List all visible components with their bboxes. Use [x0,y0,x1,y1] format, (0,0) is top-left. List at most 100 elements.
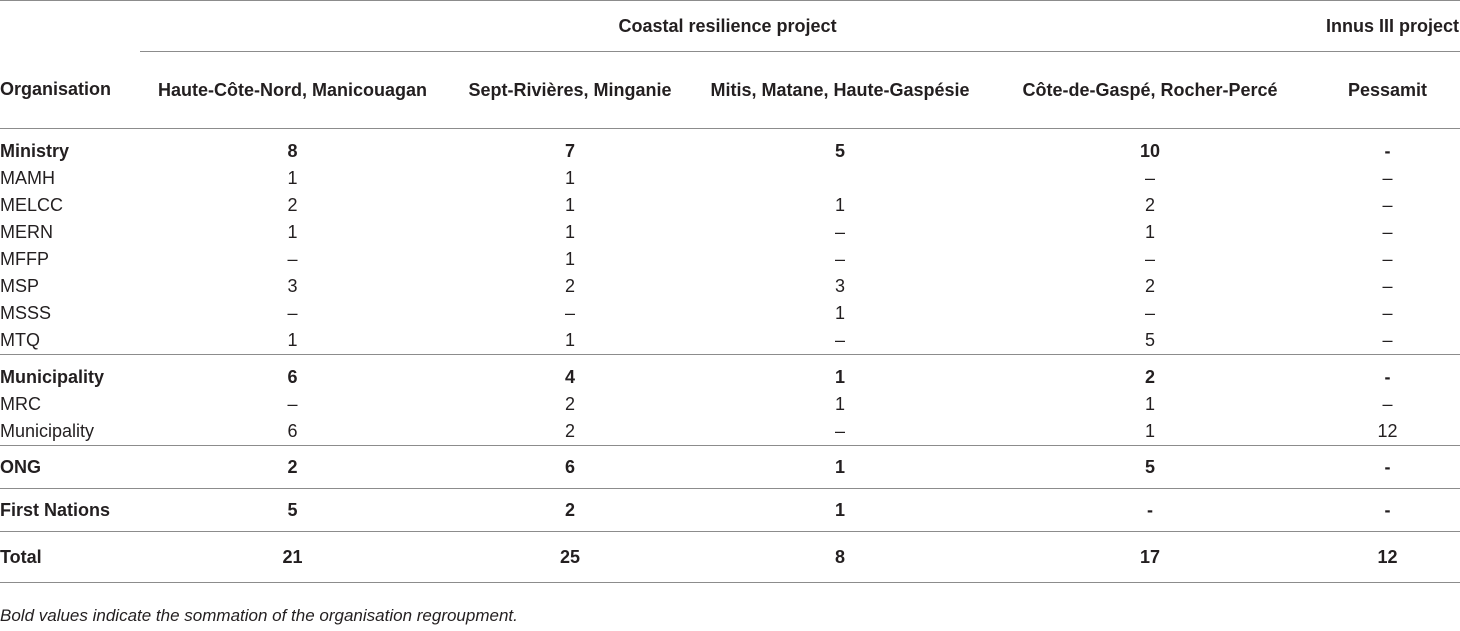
cell-value: - [985,488,1316,532]
cell-value: 8 [695,531,985,583]
cell-value [695,165,985,192]
cell-org: ONG [0,445,140,489]
cell-value: 2 [564,421,575,441]
row-ministry: Ministry 8 7 5 10 - [0,129,1460,166]
cell-value: – [1382,276,1393,296]
cell-value: 1 [1145,222,1156,242]
cell-org: Municipality [0,421,95,441]
cell-org: MFFP [0,249,49,269]
cell-value: 7 [564,140,575,161]
cell-value: 17 [985,531,1316,583]
cell-value: 2 [1145,276,1156,296]
cell-value: 21 [140,531,445,583]
cell-org: MRC [0,394,41,414]
cell-org: MTQ [0,330,40,350]
cell-value: 1 [695,354,985,391]
row-mtq: MTQ 1 1 – 5 – [0,327,1460,355]
cell-value: – [1382,303,1393,323]
organisation-table: Coastal resilience project Innus III pro… [0,0,1460,583]
header-region-1: Haute-Côte-Nord, Manicouagan [157,79,427,100]
header-group-row: Coastal resilience project Innus III pro… [0,0,1460,52]
cell-value: 1 [1145,394,1156,414]
header-region-4: Côte-de-Gaspé, Rocher-Percé [1022,79,1278,100]
cell-value: – [834,249,845,269]
cell-value: - [1315,354,1460,391]
cell-value: 2 [564,276,575,296]
cell-value: – [564,303,575,323]
cell-value: - [1315,445,1460,489]
cell-value: 1 [695,445,985,489]
header-group-innus: Innus III project [1315,0,1460,52]
row-municipality: Municipality 6 2 – 1 12 [0,418,1460,446]
cell-value: 6 [140,354,445,391]
cell-value: – [834,330,845,350]
cell-value: 25 [445,531,695,583]
cell-value: 2 [564,394,575,414]
cell-value: 1 [564,222,575,242]
cell-org: MAMH [0,168,55,188]
cell-value: – [1382,330,1393,350]
cell-org: Total [0,531,140,583]
cell-org: First Nations [0,488,140,532]
cell-value: 1 [834,303,845,323]
row-first-nations: First Nations 5 2 1 - - [0,488,1460,532]
cell-value: – [1382,168,1393,188]
cell-org: Municipality [0,354,140,391]
cell-value: 4 [445,354,695,391]
cell-value: 5 [985,445,1316,489]
cell-org: MSP [0,276,40,296]
cell-org: MERN [0,222,53,242]
cell-value: 5 [1145,330,1156,350]
header-region-3: Mitis, Matane, Haute-Gaspésie [710,79,970,100]
cell-value: 2 [287,195,298,215]
cell-value: – [834,421,845,441]
row-mamh: MAMH 1 1 – – [0,165,1460,192]
cell-value: 1 [287,222,298,242]
cell-value: 3 [834,276,845,296]
cell-value: 1 [695,488,985,532]
cell-value: 2 [445,488,695,532]
cell-value: – [1382,222,1393,242]
cell-value: – [287,303,298,323]
cell-value: – [1145,303,1156,323]
cell-value: 1 [834,394,845,414]
cell-value: 1 [287,330,298,350]
cell-value: - [1384,140,1391,161]
cell-value: – [287,249,298,269]
cell-value: – [1382,394,1393,414]
cell-org: MSSS [0,303,52,323]
cell-value: – [1145,168,1156,188]
cell-value: 1 [564,168,575,188]
cell-value: 10 [1140,140,1161,161]
cell-value: 6 [445,445,695,489]
row-melcc: MELCC 2 1 1 2 – [0,192,1460,219]
header-blank-cell [0,0,140,52]
cell-value: 1 [564,330,575,350]
row-ong: ONG 2 6 1 5 - [0,445,1460,489]
cell-value: 2 [140,445,445,489]
row-msss: MSSS – – 1 – – [0,300,1460,327]
cell-value: 1 [564,195,575,215]
cell-value: – [834,222,845,242]
cell-value: – [1145,249,1156,269]
header-group-coastal: Coastal resilience project [140,0,1316,52]
cell-value: 2 [1145,195,1156,215]
header-region-row: Organisation Haute-Côte-Nord, Manicouaga… [0,52,1460,129]
cell-value: 8 [287,140,298,161]
cell-value: 12 [1377,421,1398,441]
cell-value: 1 [564,249,575,269]
cell-value: 12 [1315,531,1460,583]
row-municipality-group: Municipality 6 4 1 2 - [0,354,1460,391]
cell-value: - [1315,488,1460,532]
header-organisation: Organisation [0,79,112,100]
cell-value: 1 [287,168,298,188]
cell-value: 1 [1145,421,1156,441]
cell-value: 5 [834,140,845,161]
header-region-5: Pessamit [1348,79,1428,100]
cell-value: 3 [287,276,298,296]
table-footnote: Bold values indicate the sommation of th… [0,606,518,625]
cell-value: – [1382,249,1393,269]
cell-value: 1 [834,195,845,215]
cell-org: MELCC [0,195,64,215]
row-mrc: MRC – 2 1 1 – [0,391,1460,418]
